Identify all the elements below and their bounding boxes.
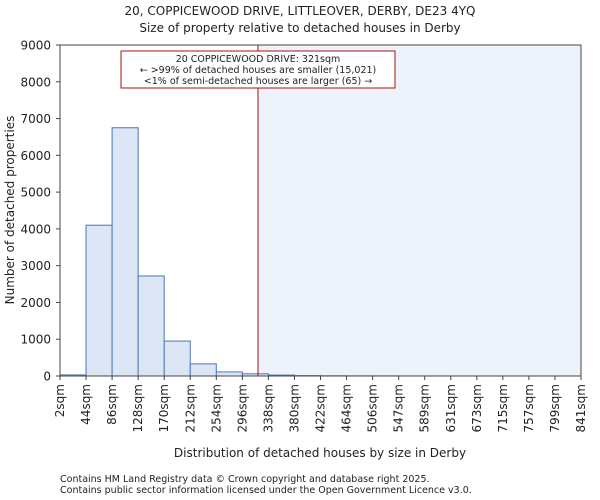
x-tick-label: 338sqm bbox=[261, 384, 275, 432]
y-tick-label: 1000 bbox=[20, 333, 51, 347]
x-tick-label: 44sqm bbox=[79, 384, 93, 425]
y-tick-label: 6000 bbox=[20, 149, 51, 163]
x-tick-label: 464sqm bbox=[340, 384, 354, 432]
bar-86sqm bbox=[111, 127, 139, 377]
x-tick-label: 380sqm bbox=[287, 384, 301, 432]
y-tick-label: 8000 bbox=[20, 75, 51, 89]
bar-128sqm bbox=[137, 275, 165, 377]
y-tick-label: 7000 bbox=[20, 112, 51, 126]
y-ticks-group: 0 1000 2000 3000 4000 5000 6000 7000 8000 9000 bbox=[20, 39, 60, 384]
annotation-box: 20 COPPICEWOOD DRIVE: 321sqm ← >99% of d… bbox=[120, 50, 396, 89]
x-tick-label: 170sqm bbox=[157, 384, 171, 432]
chart-subtitle: Size of property relative to detached ho… bbox=[139, 21, 460, 35]
annotation-line-3: <1% of semi-detached houses are larger (… bbox=[144, 76, 372, 87]
y-axis-label: Number of detached properties bbox=[3, 116, 17, 305]
x-tick-label: 86sqm bbox=[105, 384, 119, 425]
x-tick-label: 547sqm bbox=[392, 384, 406, 432]
x-tick-label: 422sqm bbox=[314, 384, 328, 432]
footer-line-2: Contains public sector information licen… bbox=[60, 485, 472, 496]
chart-title: 20, COPPICEWOOD DRIVE, LITTLEOVER, DERBY… bbox=[125, 4, 476, 18]
y-tick-label: 5000 bbox=[20, 186, 51, 200]
x-tick-label: 2sqm bbox=[53, 384, 67, 417]
y-tick-label: 9000 bbox=[20, 39, 51, 53]
x-tick-label: 296sqm bbox=[235, 384, 249, 432]
x-tick-label: 631sqm bbox=[444, 384, 458, 432]
x-tick-label: 841sqm bbox=[574, 384, 588, 432]
bars-group bbox=[59, 127, 452, 377]
bar-212sqm bbox=[189, 363, 217, 377]
annotation-frame bbox=[120, 50, 396, 89]
y-tick-label: 0 bbox=[43, 370, 51, 384]
bar-44sqm bbox=[85, 224, 113, 377]
x-tick-label: 715sqm bbox=[496, 384, 510, 432]
y-tick-label: 2000 bbox=[20, 296, 51, 310]
x-axis-label: Distribution of detached houses by size … bbox=[174, 446, 466, 460]
x-ticks-group: 2sqm 44sqm 86sqm 128sqm 170sqm 212sqm 254sqm 29… bbox=[53, 376, 588, 432]
footer-line-1: Contains HM Land Registry data © Crown c… bbox=[60, 474, 430, 485]
annotation-line-2: ← >99% of detached houses are smaller (1… bbox=[140, 65, 377, 76]
y-tick-label: 3000 bbox=[20, 259, 51, 273]
x-tick-label: 673sqm bbox=[470, 384, 484, 432]
x-tick-label: 757sqm bbox=[522, 384, 536, 432]
x-tick-label: 254sqm bbox=[209, 384, 223, 432]
x-tick-label: 212sqm bbox=[183, 384, 197, 432]
highlight-region bbox=[257, 45, 581, 376]
x-tick-label: 589sqm bbox=[418, 384, 432, 432]
bar-170sqm bbox=[163, 340, 191, 377]
x-tick-label: 799sqm bbox=[548, 384, 562, 432]
bar-254sqm bbox=[215, 371, 243, 377]
x-tick-label: 128sqm bbox=[131, 384, 145, 432]
y-tick-label: 4000 bbox=[20, 222, 51, 236]
x-tick-label: 506sqm bbox=[366, 384, 380, 432]
annotation-line-1: 20 COPPICEWOOD DRIVE: 321sqm bbox=[176, 54, 341, 65]
